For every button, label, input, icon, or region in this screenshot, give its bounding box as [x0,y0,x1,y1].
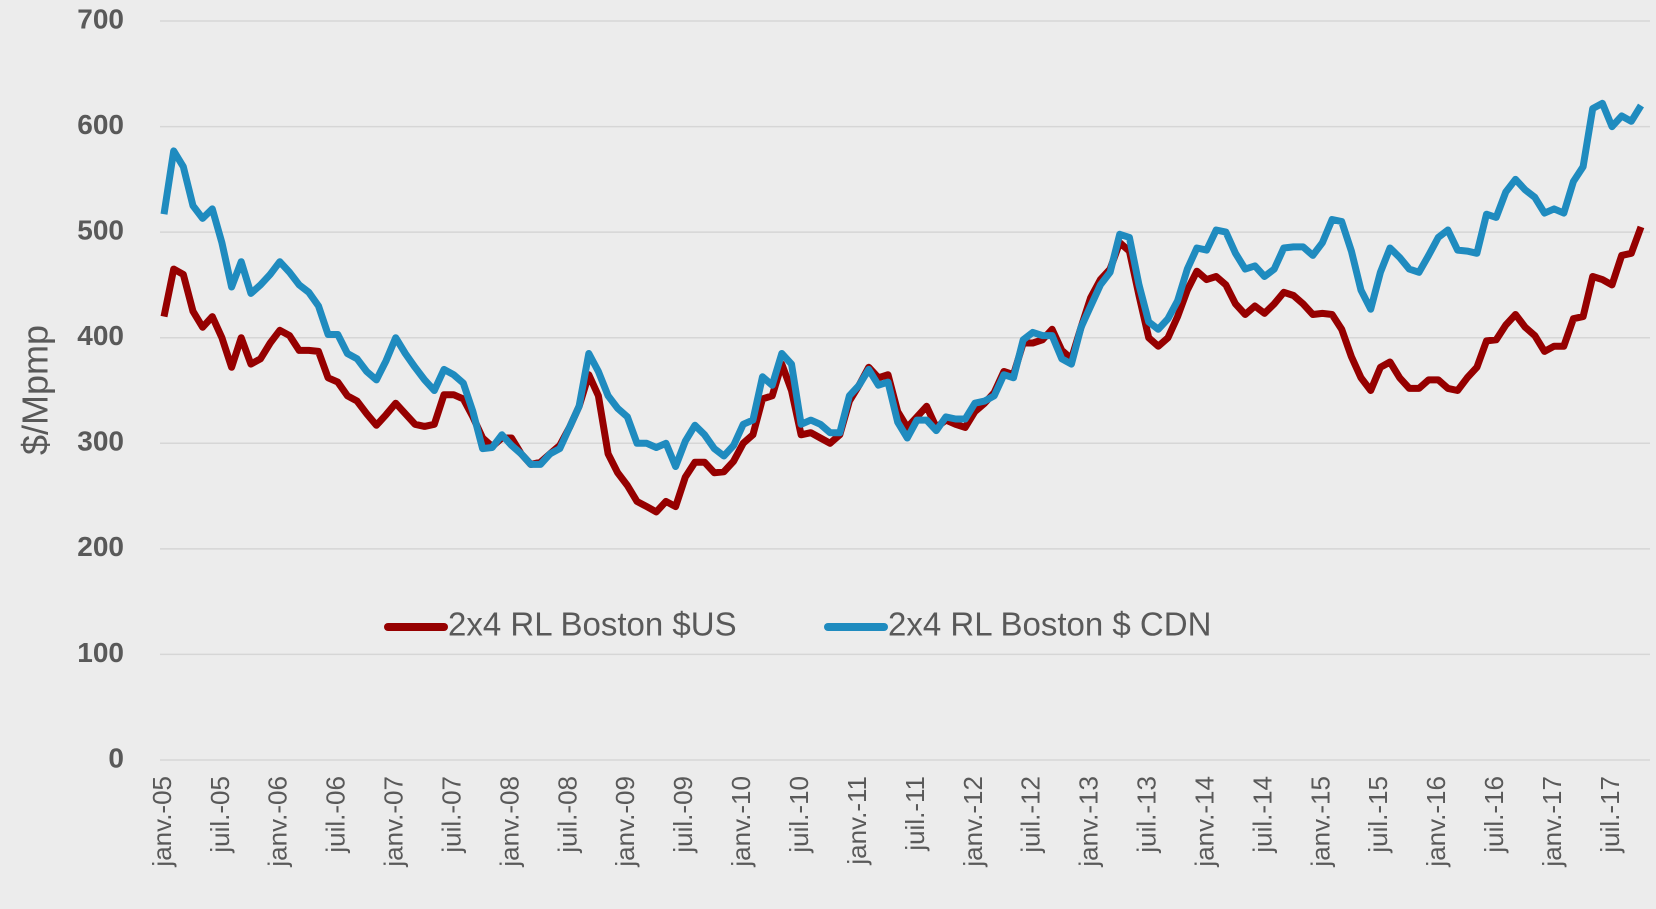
y-tick-label: 0 [108,742,124,773]
x-tick-label: juil.-17 [1595,776,1625,854]
y-tick-label: 200 [77,531,124,562]
x-tick-label: janv.-15 [1305,776,1335,868]
y-tick-label: 500 [77,215,124,246]
x-tick-label: janv.-17 [1537,776,1567,868]
x-tick-label: janv.-08 [494,776,524,868]
x-tick-label: juil.-06 [321,776,351,854]
x-tick-label: janv.-16 [1421,776,1451,868]
x-tick-label: janv.-14 [1189,776,1219,868]
y-tick-label: 300 [77,426,124,457]
x-tick-label: juil.-07 [436,776,466,854]
y-tick-label: 400 [77,320,124,351]
x-tick-label: janv.-13 [1074,776,1104,868]
line-series [160,99,1644,470]
legend-label: 2x4 RL Boston $ CDN [888,606,1211,643]
x-tick-label: janv.-06 [263,776,293,868]
x-tick-label: janv.-12 [958,776,988,868]
x-tick-label: juil.-10 [784,776,814,854]
x-tick-label: juil.-08 [552,776,582,854]
x-tick-label: juil.-13 [1132,776,1162,854]
y-tick-label: 700 [77,3,124,34]
y-tick-label: 600 [77,109,124,140]
y-tick-label: 100 [77,637,124,668]
x-tick-label: juil.-09 [668,776,698,854]
x-tick-label: janv.-10 [726,776,756,868]
legend-label: 2x4 RL Boston $US [448,606,737,643]
x-tick-label: janv.-11 [842,776,872,866]
x-tick-label: juil.-14 [1247,776,1277,854]
x-tick-label: juil.-15 [1363,776,1393,854]
x-tick-label: janv.-07 [379,776,409,868]
line-series [160,225,1645,516]
x-tick-label: juil.-11 [900,776,930,852]
x-tick-label: juil.-12 [1016,776,1046,854]
y-axis-title: $/Mpmp [15,325,56,455]
x-tick-label: juil.-05 [205,776,235,854]
x-tick-label: janv.-09 [610,776,640,868]
x-tick-label: janv.-05 [147,776,177,868]
x-tick-label: juil.-16 [1479,776,1509,854]
